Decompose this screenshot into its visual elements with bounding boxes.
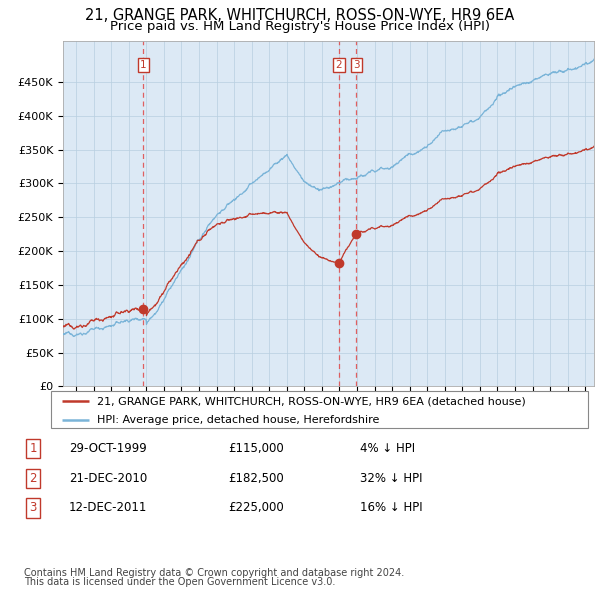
Text: £115,000: £115,000 [228, 442, 284, 455]
Text: 21-DEC-2010: 21-DEC-2010 [69, 472, 147, 485]
Text: 21, GRANGE PARK, WHITCHURCH, ROSS-ON-WYE, HR9 6EA: 21, GRANGE PARK, WHITCHURCH, ROSS-ON-WYE… [85, 8, 515, 22]
Text: 32% ↓ HPI: 32% ↓ HPI [360, 472, 422, 485]
Text: 29-OCT-1999: 29-OCT-1999 [69, 442, 147, 455]
Text: 3: 3 [353, 60, 359, 70]
Text: 21, GRANGE PARK, WHITCHURCH, ROSS-ON-WYE, HR9 6EA (detached house): 21, GRANGE PARK, WHITCHURCH, ROSS-ON-WYE… [97, 396, 526, 407]
Text: £182,500: £182,500 [228, 472, 284, 485]
Text: 4% ↓ HPI: 4% ↓ HPI [360, 442, 415, 455]
Text: 1: 1 [140, 60, 147, 70]
Text: 3: 3 [29, 502, 37, 514]
Text: This data is licensed under the Open Government Licence v3.0.: This data is licensed under the Open Gov… [24, 577, 335, 587]
Text: HPI: Average price, detached house, Herefordshire: HPI: Average price, detached house, Here… [97, 415, 379, 425]
Text: Contains HM Land Registry data © Crown copyright and database right 2024.: Contains HM Land Registry data © Crown c… [24, 568, 404, 578]
Text: 16% ↓ HPI: 16% ↓ HPI [360, 502, 422, 514]
Text: 1: 1 [29, 442, 37, 455]
Text: 12-DEC-2011: 12-DEC-2011 [69, 502, 148, 514]
Text: 2: 2 [335, 60, 342, 70]
Text: Price paid vs. HM Land Registry's House Price Index (HPI): Price paid vs. HM Land Registry's House … [110, 20, 490, 33]
Text: £225,000: £225,000 [228, 502, 284, 514]
Text: 2: 2 [29, 472, 37, 485]
